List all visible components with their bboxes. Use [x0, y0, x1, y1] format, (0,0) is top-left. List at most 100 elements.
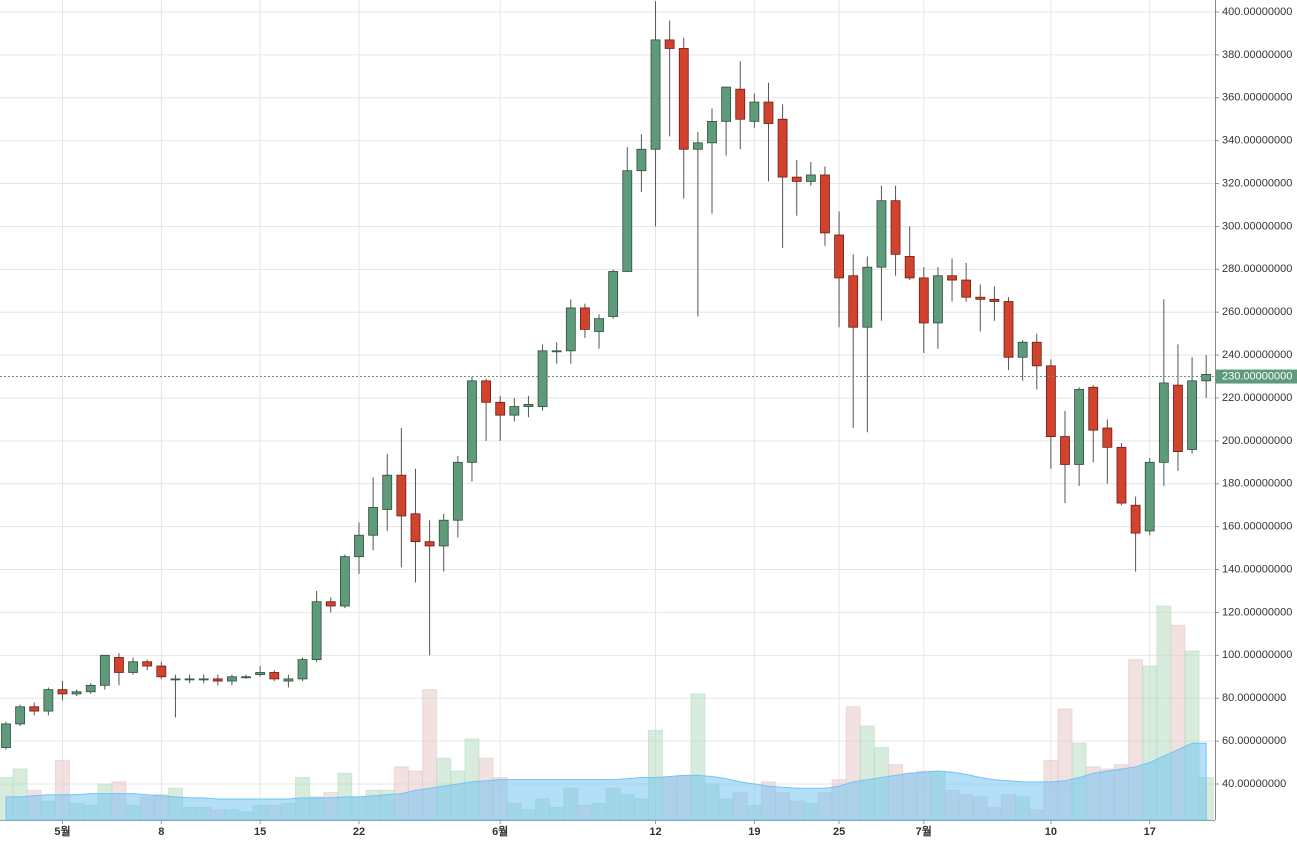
candle-body	[128, 661, 138, 673]
candle-body	[1173, 384, 1183, 453]
candle-body	[848, 275, 859, 328]
candle-body	[241, 676, 251, 679]
candle-body	[1074, 389, 1085, 465]
candle-body	[227, 676, 237, 682]
candle-body	[565, 307, 576, 352]
x-tick-label: 8	[158, 826, 164, 838]
y-tick-label: 360.00000000	[1222, 92, 1292, 104]
candle-body	[876, 200, 887, 268]
candle-body	[834, 234, 844, 279]
candle-body	[862, 266, 873, 328]
y-tick-label: 280.00000000	[1222, 263, 1292, 275]
candle-body	[354, 534, 364, 558]
candle-body	[509, 406, 520, 416]
candle-body	[650, 39, 661, 150]
x-tick-label: 12	[649, 826, 661, 838]
candle-body	[325, 601, 336, 607]
candle-body	[1158, 382, 1169, 463]
candle-body	[1003, 301, 1014, 358]
y-tick-label: 300.00000000	[1222, 220, 1292, 232]
y-tick-label: 180.00000000	[1222, 478, 1292, 490]
x-tick-label: 10	[1045, 826, 1057, 838]
candle-body	[339, 556, 350, 607]
candle-body	[933, 275, 943, 324]
candle-body	[1088, 386, 1099, 431]
y-tick-label: 140.00000000	[1222, 563, 1292, 575]
candle-body	[961, 279, 972, 298]
candle-body	[410, 513, 421, 543]
y-tick-label: 160.00000000	[1222, 521, 1292, 533]
x-tick-label: 7월	[916, 824, 932, 838]
candle-body	[382, 474, 393, 510]
candle-body	[1116, 446, 1127, 504]
y-tick-label: 80.00000000	[1222, 692, 1286, 704]
y-tick-label: 260.00000000	[1222, 306, 1292, 318]
candle-body	[198, 678, 209, 681]
candle-body	[212, 678, 223, 682]
y-tick-label: 100.00000000	[1222, 649, 1292, 661]
candle-body	[580, 307, 590, 330]
candle-body	[989, 298, 1000, 302]
x-tick-label: 6월	[492, 824, 508, 838]
candle-body	[15, 706, 26, 725]
candle-body	[438, 519, 449, 547]
candle-body	[622, 170, 633, 272]
last-price-box	[1216, 369, 1297, 384]
candle-body	[608, 271, 619, 317]
candle-body	[721, 86, 732, 122]
candle-body	[805, 174, 816, 182]
candle-body	[368, 506, 379, 536]
x-tick-label: 17	[1144, 826, 1156, 838]
candle-body	[918, 277, 929, 324]
y-tick-label: 240.00000000	[1222, 349, 1292, 361]
candle-body	[43, 689, 54, 712]
candle-body	[1187, 380, 1197, 450]
candle-body	[481, 380, 491, 403]
candle-body	[452, 461, 463, 521]
candle-body	[114, 657, 124, 673]
y-tick-label: 200.00000000	[1222, 435, 1292, 447]
candle-body	[1144, 461, 1155, 532]
candle-body	[692, 142, 703, 150]
candle-body	[594, 318, 604, 332]
candle-body	[311, 601, 322, 661]
candle-body	[791, 176, 802, 182]
candle-body	[283, 678, 294, 682]
candle-body	[71, 691, 82, 695]
candle-body	[297, 659, 308, 680]
last-price-label: 230.00000000	[1222, 370, 1292, 382]
candle-body	[1031, 341, 1042, 367]
candle-body	[467, 380, 477, 463]
candle-body	[763, 101, 774, 124]
candle-body	[1017, 341, 1028, 358]
candle-body	[269, 672, 280, 680]
candle-body	[820, 174, 830, 234]
candle-body	[29, 706, 40, 712]
volume-ma-area	[5, 742, 1207, 821]
x-tick-label: 15	[254, 826, 266, 838]
candle-body	[99, 654, 110, 686]
x-tick-label: 22	[353, 826, 365, 838]
y-tick-label: 400.00000000	[1222, 6, 1292, 18]
candle-body	[1201, 374, 1212, 382]
candle-body	[170, 678, 181, 681]
candle-body	[156, 665, 167, 678]
candle-body	[975, 296, 986, 300]
candle-body	[85, 684, 96, 693]
candle-body	[1102, 427, 1113, 448]
y-tick-label: 120.00000000	[1222, 606, 1292, 618]
x-tick-label: 19	[748, 826, 760, 838]
candle-body	[749, 101, 760, 122]
candle-body	[1060, 436, 1070, 465]
candle-body	[523, 404, 534, 407]
candle-body	[142, 661, 153, 667]
candle-body	[184, 678, 195, 681]
candle-body	[777, 118, 788, 178]
candle-body	[255, 672, 266, 676]
candle-body	[396, 474, 407, 517]
candle-body	[495, 401, 506, 416]
y-tick-label: 60.00000000	[1222, 735, 1286, 747]
